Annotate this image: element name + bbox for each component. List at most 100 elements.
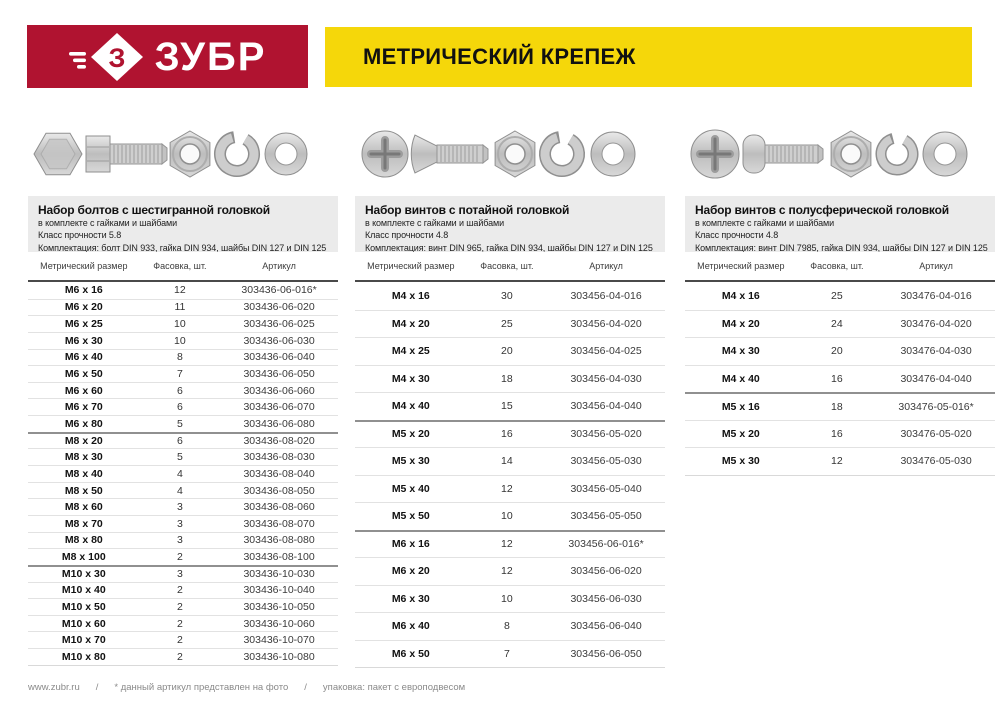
qty-cell: 14 [501, 455, 513, 468]
size-cell: М5 х 20 [721, 427, 760, 440]
article-cell: 303436-06-060 [243, 384, 315, 397]
qty-cell: 10 [174, 334, 186, 347]
qty-cell: 11 [174, 301, 186, 314]
table-row: М8 х 30 5 303436-08-030 [28, 448, 338, 465]
table-row: М6 х 40 8 303436-06-040 [28, 348, 338, 366]
flat-washer-icon [590, 131, 636, 177]
table-row: М5 х 20 16 303476-05-020 [685, 419, 995, 448]
brand-logo: З ЗУБР [27, 25, 308, 88]
size-cell: М5 х 40 [391, 482, 430, 495]
size-cell: М5 х 30 [391, 455, 430, 468]
size-cell: М10 х 50 [61, 600, 106, 613]
col-header-qty: Фасовка, шт. [153, 261, 207, 271]
size-cell: М5 х 20 [391, 428, 430, 441]
table-row: М10 х 50 2 303436-10-050 [28, 598, 338, 615]
hex-bolt-kit-photo [33, 130, 308, 178]
article-cell: 303436-10-070 [243, 634, 315, 647]
hex-bolt-top-view-icon [33, 132, 83, 176]
product-info: Набор винтов с потайной головкой в компл… [355, 196, 665, 252]
article-cell: 303436-08-100 [243, 551, 315, 564]
spring-washer-icon [875, 132, 919, 176]
table-row: М4 х 40 16 303476-04-040 [685, 364, 995, 393]
size-cell: М6 х 16 [64, 284, 103, 297]
article-cell: 303456-04-040 [570, 400, 642, 413]
website-link[interactable]: www.zubr.ru [28, 682, 80, 693]
strength-class: Класс прочности 5.8 [38, 230, 122, 241]
article-cell: 303476-04-040 [900, 372, 972, 385]
strength-class: Класс прочности 4.8 [365, 230, 449, 241]
table-row: М8 х 50 4 303436-08-050 [28, 481, 338, 499]
qty-cell: 6 [176, 401, 183, 414]
col-header-article: Артикул [589, 261, 623, 271]
countersunk-screw-side-view-icon [410, 134, 489, 174]
qty-cell: 25 [501, 317, 513, 330]
table-row: М10 х 70 2 303436-10-070 [28, 631, 338, 648]
qty-cell: 16 [501, 428, 513, 441]
size-cell: М6 х 50 [64, 368, 103, 381]
footnote-packing: упаковка: пакет с европодвесом [322, 682, 466, 693]
article-cell: 303436-06-070 [243, 401, 315, 414]
qty-cell: 20 [831, 345, 843, 358]
qty-cell: 25 [831, 289, 843, 302]
kit-contents: Комплектация: винт DIN 7985, гайка DIN 9… [695, 242, 988, 252]
product-table: М4 х 16 30 303456-04-016 М4 х 20 25 3034… [355, 282, 665, 668]
table-row: М8 х 40 4 303436-08-040 [28, 465, 338, 482]
table-row: М8 х 80 3 303436-08-080 [28, 531, 338, 549]
product-info: Набор винтов с полусферической головкой … [685, 196, 995, 252]
size-cell: М8 х 40 [64, 467, 103, 480]
zubr-emblem-icon: З [68, 32, 143, 81]
size-cell: М6 х 40 [391, 620, 430, 633]
footer-separator: / [95, 682, 99, 693]
table-row: М10 х 30 3 303436-10-030 [28, 564, 338, 582]
col-header-article: Артикул [262, 261, 296, 271]
svg-text:З: З [108, 43, 125, 73]
footnote-photo: * данный артикул представлен на фото [114, 682, 289, 693]
table-row: М10 х 80 2 303436-10-080 [28, 648, 338, 665]
article-cell: 303436-08-070 [243, 517, 315, 530]
size-cell: М8 х 30 [64, 451, 103, 464]
size-cell: М5 х 30 [721, 455, 760, 468]
article-cell: 303436-06-050 [243, 368, 315, 381]
table-row: М8 х 60 3 303436-08-060 [28, 498, 338, 515]
size-cell: М10 х 60 [61, 617, 106, 630]
qty-cell: 2 [176, 600, 183, 613]
table-header-row: Метрический размер Фасовка, шт. Артикул [355, 252, 665, 282]
product-photo [355, 112, 665, 196]
page-footer: www.zubr.ru / * данный артикул представл… [28, 682, 465, 693]
article-cell: 303436-10-040 [243, 584, 315, 597]
article-cell: 303456-05-020 [570, 428, 642, 441]
table-row: М5 х 20 16 303456-05-020 [355, 419, 665, 448]
qty-cell: 18 [501, 372, 513, 385]
table-row: М6 х 40 8 303456-06-040 [355, 612, 665, 640]
strength-class: Класс прочности 4.8 [695, 230, 779, 241]
qty-cell: 3 [176, 568, 183, 581]
article-cell: 303476-05-016* [898, 400, 974, 413]
article-cell: 303456-05-050 [570, 510, 642, 523]
table-row: М6 х 16 12 303436-06-016* [28, 282, 338, 299]
qty-cell: 12 [501, 482, 513, 495]
table-row: М6 х 30 10 303456-06-030 [355, 584, 665, 613]
table-row: М6 х 60 6 303436-06-060 [28, 381, 338, 399]
table-row: М6 х 20 11 303436-06-020 [28, 298, 338, 316]
product-title: Набор болтов с шестигранной головкой [38, 203, 270, 217]
size-cell: М8 х 60 [64, 501, 103, 514]
size-cell: М8 х 80 [64, 534, 103, 547]
article-cell: 303436-10-030 [243, 568, 315, 581]
qty-cell: 4 [176, 484, 183, 497]
article-cell: 303436-08-080 [243, 534, 315, 547]
qty-cell: 12 [174, 284, 186, 297]
qty-cell: 10 [174, 318, 186, 331]
size-cell: М10 х 40 [61, 584, 106, 597]
footer-separator: / [304, 682, 307, 693]
size-cell: М8 х 20 [64, 435, 103, 448]
qty-cell: 15 [501, 400, 513, 413]
qty-cell: 18 [831, 400, 843, 413]
qty-cell: 16 [831, 427, 843, 440]
size-cell: М10 х 80 [61, 650, 106, 663]
size-cell: М6 х 60 [64, 384, 103, 397]
product-photo [28, 112, 338, 196]
table-row: М4 х 16 30 303456-04-016 [355, 282, 665, 310]
size-cell: М4 х 40 [391, 400, 430, 413]
article-cell: 303456-05-030 [570, 455, 642, 468]
article-cell: 303456-06-030 [570, 592, 642, 605]
